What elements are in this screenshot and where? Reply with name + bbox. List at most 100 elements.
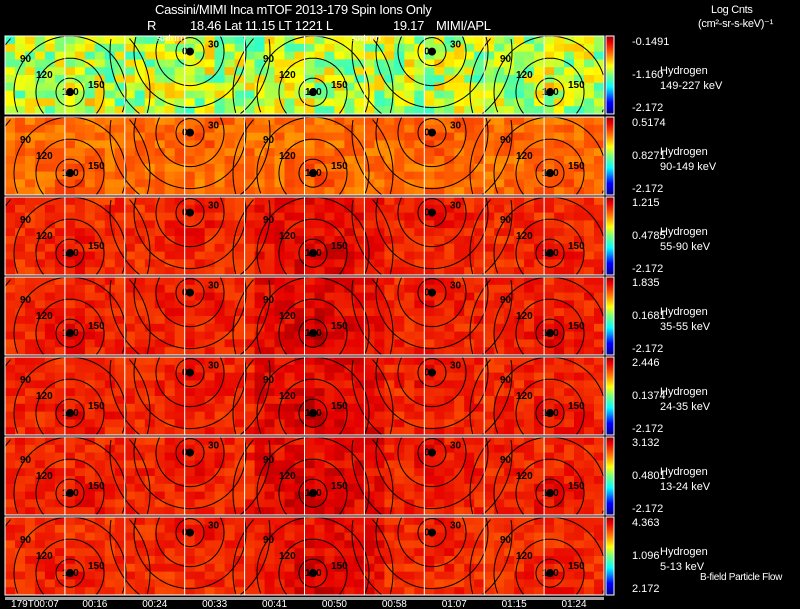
heatmap-cell bbox=[404, 212, 415, 221]
contour-label: 30 bbox=[450, 441, 462, 452]
heatmap-cell bbox=[314, 67, 325, 76]
heatmap-cell bbox=[204, 212, 216, 221]
heatmap-cell bbox=[184, 532, 196, 541]
heatmap-cell bbox=[564, 331, 575, 340]
heatmap-cell bbox=[434, 308, 445, 317]
heatmap-cell bbox=[184, 323, 196, 333]
heatmap-cell bbox=[174, 90, 186, 99]
heatmap-cell bbox=[364, 460, 375, 469]
heatmap-cell bbox=[474, 476, 485, 485]
heatmap-cell bbox=[234, 563, 246, 573]
colorbar-min: -2.172 bbox=[632, 503, 664, 515]
field-direction-marker bbox=[66, 489, 74, 498]
x-tick-label: 01:15 bbox=[502, 599, 527, 609]
heatmap-cell bbox=[544, 36, 555, 45]
heatmap-cell bbox=[404, 380, 415, 389]
heatmap-cell bbox=[204, 36, 216, 45]
heatmap-cell bbox=[234, 163, 246, 173]
heatmap-cell bbox=[64, 437, 76, 446]
heatmap-cell bbox=[544, 259, 555, 268]
heatmap-cell bbox=[5, 499, 16, 508]
heatmap-cell bbox=[54, 364, 66, 374]
heatmap-cell bbox=[564, 411, 575, 420]
heatmap-cell bbox=[284, 388, 295, 397]
heatmap-cell bbox=[534, 372, 545, 381]
contour-line bbox=[232, 439, 394, 515]
heatmap-cell bbox=[64, 187, 76, 196]
heatmap-cell bbox=[124, 300, 136, 309]
heatmap-cell bbox=[334, 59, 345, 68]
heatmap-cell bbox=[424, 491, 435, 500]
heatmap-cell bbox=[54, 380, 66, 389]
heatmap-cell bbox=[344, 587, 355, 596]
heatmap-cell bbox=[94, 124, 106, 134]
heatmap-cell bbox=[84, 403, 96, 413]
heatmap-cell bbox=[494, 468, 505, 477]
heatmap-cell bbox=[304, 179, 315, 188]
heatmap-cell bbox=[184, 491, 196, 500]
heatmap-cell bbox=[234, 36, 246, 45]
heatmap-cell bbox=[74, 43, 86, 53]
heatmap-cell bbox=[5, 236, 16, 245]
heatmap-cell bbox=[574, 75, 585, 84]
heatmap-cell bbox=[434, 187, 445, 196]
heatmap-cell bbox=[344, 163, 355, 173]
heatmap-cell bbox=[534, 460, 545, 469]
heatmap-cell bbox=[524, 43, 535, 53]
heatmap-cell bbox=[154, 124, 166, 134]
heatmap-cell bbox=[184, 51, 196, 60]
contour-line bbox=[55, 478, 85, 508]
heatmap-cell bbox=[534, 220, 545, 229]
contour-line bbox=[535, 318, 565, 348]
contour-label: 90 bbox=[500, 54, 512, 65]
heatmap-cell bbox=[504, 187, 515, 196]
heatmap-cell bbox=[224, 427, 236, 436]
heatmap-cell bbox=[204, 323, 216, 333]
heatmap-cell bbox=[304, 98, 315, 107]
heatmap-cell bbox=[84, 444, 96, 454]
heatmap-cell bbox=[5, 284, 16, 294]
heatmap-cell bbox=[304, 204, 315, 214]
heatmap-cell bbox=[454, 372, 465, 381]
heatmap-cell bbox=[194, 579, 206, 588]
heatmap-cell bbox=[174, 132, 186, 141]
heatmap-cell bbox=[64, 82, 76, 92]
heatmap-cell bbox=[25, 284, 36, 294]
heatmap-cell bbox=[5, 579, 16, 588]
heatmap-cell bbox=[364, 140, 375, 149]
heatmap-cell bbox=[144, 364, 156, 374]
heatmap-cell bbox=[524, 267, 535, 276]
heatmap-cell bbox=[594, 284, 605, 294]
heatmap-cell bbox=[74, 220, 86, 229]
heatmap-cell bbox=[25, 267, 36, 276]
heatmap-cell bbox=[364, 339, 375, 348]
heatmap-cell bbox=[94, 51, 106, 60]
heatmap-cell bbox=[214, 532, 226, 541]
heatmap-cell bbox=[264, 563, 276, 573]
heatmap-cell bbox=[5, 587, 16, 596]
heatmap-cell bbox=[104, 236, 116, 245]
heatmap-cell bbox=[224, 204, 236, 214]
heatmap-cell bbox=[414, 532, 425, 541]
heatmap-cell bbox=[274, 36, 285, 45]
heatmap-cell bbox=[84, 579, 96, 588]
contour-label: 180 bbox=[305, 408, 322, 419]
heatmap-cell bbox=[414, 571, 425, 580]
heatmap-cell bbox=[25, 556, 36, 565]
contour-label: 30 bbox=[208, 201, 220, 212]
heatmap-cell bbox=[554, 308, 565, 317]
heatmap-cell bbox=[564, 316, 575, 325]
heatmap-cell bbox=[134, 396, 146, 405]
heatmap-cell bbox=[274, 140, 285, 149]
heatmap-cell bbox=[554, 587, 565, 596]
heatmap-cell bbox=[464, 140, 475, 149]
heatmap-cell bbox=[534, 364, 545, 374]
heatmap-cell bbox=[444, 179, 455, 188]
heatmap-cell bbox=[174, 571, 186, 580]
heatmap-cell bbox=[174, 507, 186, 516]
heatmap-cell bbox=[374, 357, 385, 366]
heatmap-cell bbox=[134, 308, 146, 317]
heatmap-cell bbox=[304, 132, 315, 141]
heatmap-cell bbox=[464, 587, 475, 596]
heatmap-cell bbox=[234, 267, 246, 276]
